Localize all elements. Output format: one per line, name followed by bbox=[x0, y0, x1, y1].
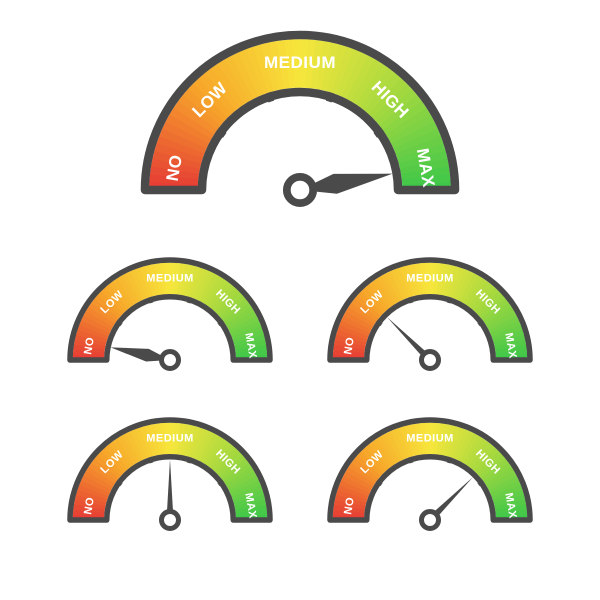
needle-hub bbox=[422, 512, 439, 529]
needle-hub bbox=[422, 352, 439, 369]
needle-hub bbox=[162, 512, 179, 529]
needle-hub bbox=[287, 177, 313, 203]
gauge-label-medium: MEDIUM bbox=[406, 272, 454, 284]
gauge-label-medium: MEDIUM bbox=[264, 53, 336, 72]
gauge-infographic: NOLOWMEDIUMHIGHMAXNOLOWMEDIUMHIGHMAXNOLO… bbox=[0, 0, 600, 600]
gauge-label-medium: MEDIUM bbox=[146, 432, 194, 444]
gauge-label-medium: MEDIUM bbox=[146, 272, 194, 284]
needle-hub bbox=[162, 352, 179, 369]
gauge-label-medium: MEDIUM bbox=[406, 432, 454, 444]
